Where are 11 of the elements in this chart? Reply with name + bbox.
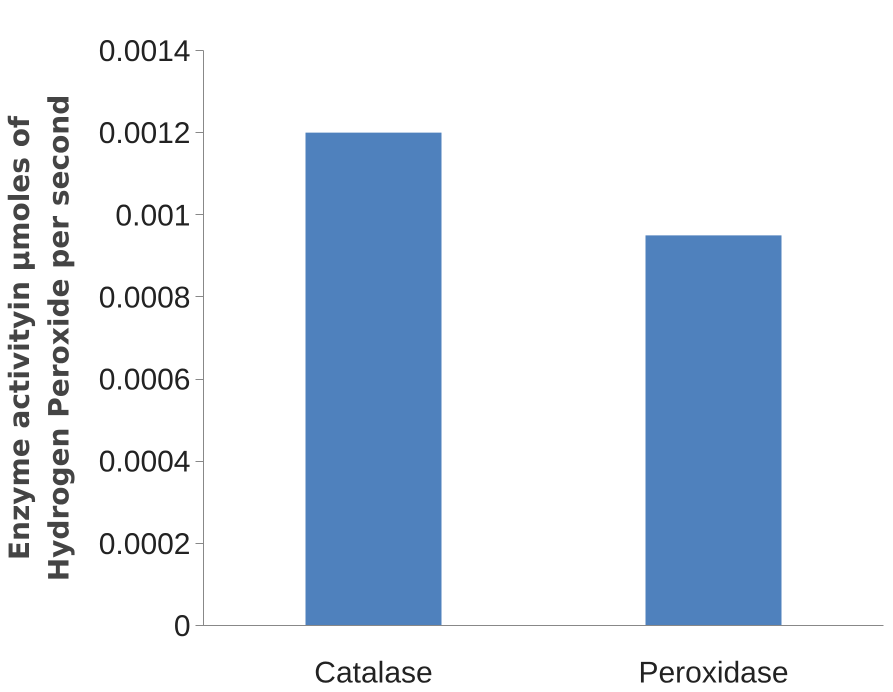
y-axis-title: Enzyme activityin µmoles of Hydrogen Peroxide per second [3, 94, 76, 582]
x-tick-label: Catalase [314, 656, 433, 690]
y-tick-label: 0.0012 [98, 117, 191, 150]
y-tick-label: 0.001 [115, 199, 191, 232]
y-tick-label: 0.0008 [98, 281, 191, 314]
x-tick-label: Peroxidase [638, 656, 789, 690]
y-tick-label: 0.0006 [98, 364, 191, 397]
y-tick-label: 0.0004 [98, 446, 191, 479]
y-tick-label: 0.0002 [98, 528, 191, 561]
y-tick-label: 0 [174, 610, 191, 643]
y-tick-label: 0.0014 [98, 35, 191, 68]
